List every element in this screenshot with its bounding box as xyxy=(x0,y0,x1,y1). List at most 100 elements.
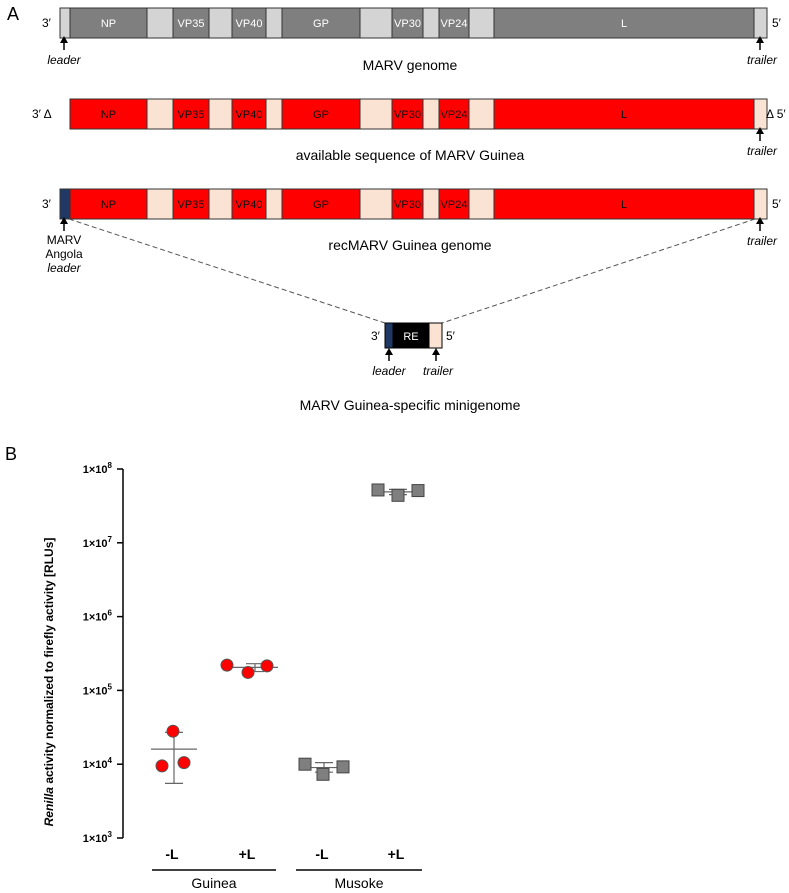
row3-trailer-arrowhead xyxy=(756,217,764,224)
series-musoke-minus-l xyxy=(298,757,350,781)
intergenic-segment xyxy=(146,188,174,220)
row3-trailer-label: trailer xyxy=(747,234,778,248)
row1-caption: MARV genome xyxy=(363,57,458,73)
gene-label: VP30 xyxy=(394,109,421,121)
leader-segment xyxy=(59,7,71,39)
intergenic-segment xyxy=(265,98,283,130)
row1-leader-arrowhead xyxy=(60,36,68,43)
group-label-musoke: Musoke xyxy=(334,875,383,891)
zoom-line-right xyxy=(441,218,756,324)
intergenic-segment xyxy=(422,98,440,130)
x-category-label: +L xyxy=(388,846,405,862)
gene-label: VP40 xyxy=(236,109,263,121)
intergenic-segment xyxy=(422,7,440,39)
minigenome-left-end: 3′ xyxy=(371,329,381,343)
gene-label: VP40 xyxy=(236,199,263,211)
gene-segment xyxy=(231,7,267,39)
gene-label: VP35 xyxy=(178,109,205,121)
intergenic-segment xyxy=(208,7,233,39)
intergenic-segment xyxy=(146,98,174,130)
gene-segment xyxy=(493,188,755,220)
gene-label: VP30 xyxy=(394,199,421,211)
y-axis-title: Renilla activity normalized to firefly a… xyxy=(42,538,56,827)
row1-right-end: 5′ xyxy=(772,16,782,30)
zoom-line-left xyxy=(68,218,386,324)
gene-label: NP xyxy=(101,18,116,30)
intergenic-segment xyxy=(468,98,495,130)
gene-label: VP30 xyxy=(394,18,421,30)
gene-segment xyxy=(438,98,470,130)
gene-label: GP xyxy=(313,199,329,211)
data-point xyxy=(371,483,385,497)
minigenome-reporter xyxy=(392,322,430,349)
gene-segment xyxy=(391,7,424,39)
series-musoke-plus-l xyxy=(371,483,425,502)
data-point xyxy=(336,760,350,774)
data-point xyxy=(411,484,425,498)
y-tick-label: 1×105 xyxy=(83,682,113,697)
intergenic-segment xyxy=(468,7,495,39)
intergenic-segment xyxy=(468,188,495,220)
intergenic-segment xyxy=(359,188,393,220)
data-point xyxy=(177,756,191,770)
minigenome-trailer xyxy=(428,322,443,349)
x-category-label: +L xyxy=(239,846,256,862)
gene-segment xyxy=(231,98,267,130)
gene-segment xyxy=(172,7,210,39)
gene-segment xyxy=(281,98,361,130)
gene-label: NP xyxy=(101,199,116,211)
intergenic-segment xyxy=(146,7,174,39)
data-point xyxy=(241,665,255,679)
data-point xyxy=(260,659,274,673)
group-label-guinea: Guinea xyxy=(191,875,236,891)
intergenic-segment xyxy=(208,188,233,220)
row3-leader-line3: leader xyxy=(47,261,81,275)
x-category-label: -L xyxy=(165,846,179,862)
row1-trailer-arrowhead xyxy=(756,36,764,43)
gene-label: VP24 xyxy=(441,18,468,30)
genome-row-available: 3′ Δ NP VP35 VP40 GP VP30 VP24 L Δ 5′ trailer … xyxy=(32,98,786,163)
row2-left-end: 3′ Δ xyxy=(32,107,52,121)
row3-left-end: 3′ xyxy=(42,197,52,211)
y-tick-label: 1×108 xyxy=(83,461,113,476)
intergenic-segment xyxy=(265,188,283,220)
gene-segment xyxy=(493,98,755,130)
gene-label: GP xyxy=(313,109,329,121)
row2-trailer-arrowhead xyxy=(756,127,764,134)
row2-caption: available sequence of MARV Guinea xyxy=(296,147,525,163)
row3-leader-arrowhead xyxy=(60,217,68,224)
minigenome-caption: MARV Guinea-specific minigenome xyxy=(300,397,521,413)
genome-row-recmarv: 3′ NP VP35 VP40 GP VP30 VP24 L 5′ MARV Angola … xyxy=(42,188,782,275)
intergenic-segment xyxy=(265,7,283,39)
angola-leader-segment xyxy=(59,188,71,220)
data-point xyxy=(166,724,180,738)
plot-area xyxy=(151,483,425,784)
intergenic-segment xyxy=(359,98,393,130)
intergenic-segment xyxy=(359,7,393,39)
minigenome-trailer-arrowhead xyxy=(432,348,440,355)
minigenome-right-end: 5′ xyxy=(446,329,456,343)
gene-segment xyxy=(281,188,361,220)
genome-row-marv: 3′ NP VP35 VP40 GP VP30 VP24 L 5′ leader trail… xyxy=(42,7,782,73)
gene-label: VP24 xyxy=(441,109,468,121)
gene-label: L xyxy=(621,109,627,121)
gene-label: VP40 xyxy=(236,18,263,30)
gene-label: L xyxy=(621,199,627,211)
gene-label: VP35 xyxy=(178,18,205,30)
gene-segment xyxy=(438,7,470,39)
row3-caption: recMARV Guinea genome xyxy=(328,237,491,253)
minigenome: 3′ RE 5′ leader trailer MARV Guinea-spec… xyxy=(300,322,521,413)
row1-left-end: 3′ xyxy=(42,16,52,30)
data-point xyxy=(220,658,234,672)
row3-leader-line2: Angola xyxy=(45,247,83,261)
row1-segments: NP VP35 VP40 GP VP30 VP24 L xyxy=(59,7,768,39)
minigenome-reporter-label: RE xyxy=(403,331,418,343)
intergenic-segment xyxy=(422,188,440,220)
x-category-label: -L xyxy=(315,846,329,862)
row3-right-end: 5′ xyxy=(772,197,782,211)
row1-leader-label: leader xyxy=(47,53,81,67)
gene-label: L xyxy=(621,18,627,30)
data-point xyxy=(391,488,405,502)
y-axis: 1×103 1×104 1×105 1×106 1×107 1×108 xyxy=(83,461,123,845)
